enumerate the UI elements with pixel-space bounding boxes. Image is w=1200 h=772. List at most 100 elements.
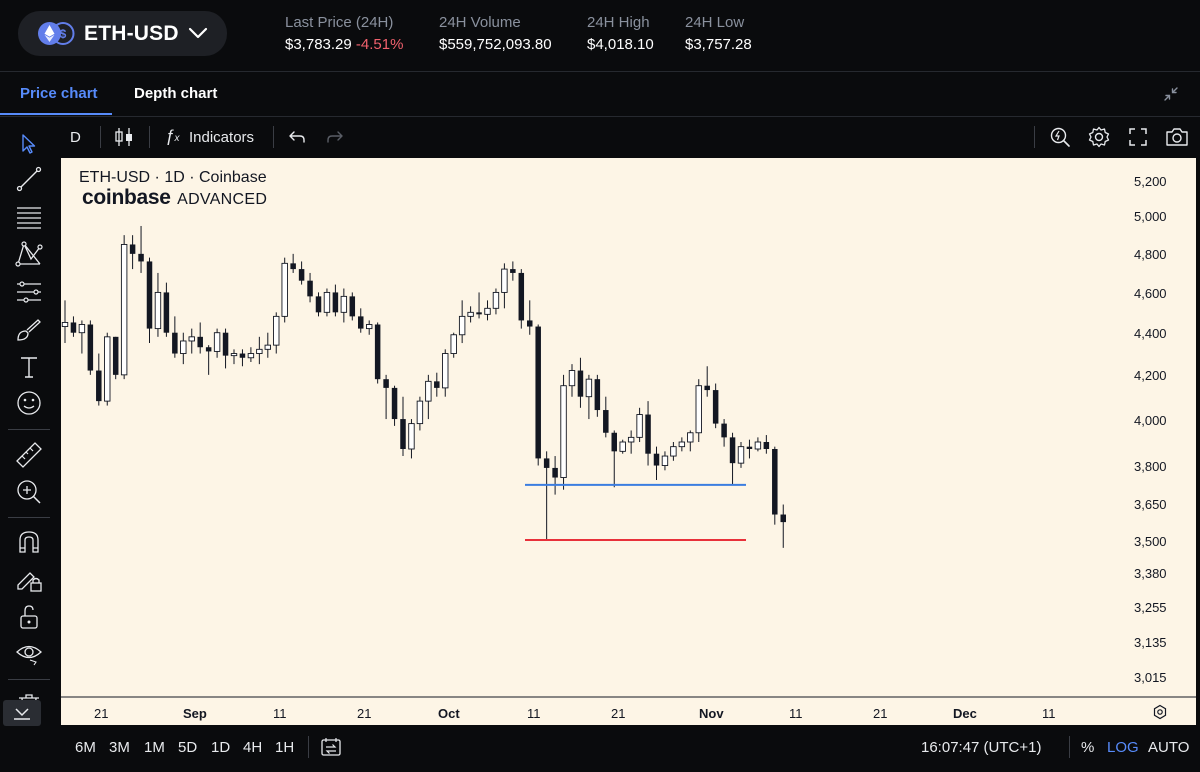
stat-24h-low: 24H Low $3,757.28 bbox=[685, 14, 752, 53]
timeframe-6m[interactable]: 6M bbox=[75, 739, 96, 756]
candle-body bbox=[695, 385, 702, 434]
candle bbox=[213, 328, 221, 358]
candle bbox=[323, 288, 331, 317]
zoom-in-icon[interactable] bbox=[14, 477, 44, 507]
candle bbox=[780, 504, 786, 548]
fib-retracement-icon[interactable] bbox=[14, 202, 44, 232]
candle-body bbox=[213, 332, 221, 352]
candle-body bbox=[670, 446, 677, 457]
candle-body bbox=[138, 253, 144, 262]
candle bbox=[425, 374, 432, 420]
pattern-icon[interactable] bbox=[14, 239, 44, 269]
candle bbox=[653, 446, 660, 480]
fullscreen-icon[interactable] bbox=[1128, 127, 1148, 147]
header-divider bbox=[0, 71, 1200, 72]
clock-display[interactable]: 16:07:47 (UTC+1) bbox=[921, 739, 1042, 756]
timeframe-1d[interactable]: 1D bbox=[211, 739, 231, 756]
candle-body bbox=[661, 455, 669, 466]
camera-icon[interactable] bbox=[1165, 126, 1189, 148]
candle bbox=[611, 430, 617, 488]
timeframe-4h[interactable]: 4H bbox=[243, 739, 263, 756]
candle-body bbox=[746, 446, 753, 449]
candle-body bbox=[349, 296, 356, 317]
candle-body bbox=[374, 324, 381, 380]
ruler-icon[interactable] bbox=[14, 440, 44, 470]
candle bbox=[400, 396, 406, 457]
function-icon[interactable]: ƒx bbox=[165, 126, 180, 145]
candle-body bbox=[594, 379, 601, 411]
candle bbox=[391, 385, 398, 426]
candle-type-icon[interactable] bbox=[114, 126, 134, 148]
auto-scale-toggle[interactable]: AUTO bbox=[1148, 739, 1190, 756]
candle bbox=[298, 261, 305, 285]
candle-body bbox=[230, 353, 238, 357]
gear-icon[interactable] bbox=[1088, 126, 1110, 148]
candle-body bbox=[340, 295, 348, 313]
text-icon[interactable] bbox=[14, 352, 44, 382]
candle bbox=[358, 308, 364, 333]
candle-body bbox=[120, 244, 128, 376]
candle-body bbox=[560, 385, 567, 478]
chart-title: ETH-USD · 1D · Coinbase bbox=[79, 169, 267, 186]
interval-button[interactable]: D bbox=[70, 129, 81, 146]
candle-body bbox=[205, 347, 212, 352]
price-chart-canvas[interactable]: ETH-USD · 1D · Coinbase coinbase ADVANCE… bbox=[61, 158, 1196, 725]
y-tick-label: 3,015 bbox=[1134, 670, 1167, 685]
candle-body bbox=[754, 441, 762, 450]
candle bbox=[518, 269, 525, 329]
candle-body bbox=[501, 268, 508, 293]
cursor-icon[interactable] bbox=[14, 129, 44, 159]
scroll-down-icon[interactable] bbox=[3, 700, 41, 726]
magnet-icon[interactable] bbox=[14, 527, 44, 557]
timeframe-5d[interactable]: 5D bbox=[178, 739, 198, 756]
indicators-button[interactable]: Indicators bbox=[189, 129, 255, 146]
candle bbox=[70, 316, 77, 337]
stat-label: 24H High bbox=[587, 14, 650, 31]
unlock-icon[interactable] bbox=[14, 602, 44, 632]
candle bbox=[349, 292, 356, 321]
date-range-icon[interactable] bbox=[320, 737, 342, 757]
brush-icon[interactable] bbox=[14, 315, 44, 345]
redo-icon[interactable] bbox=[326, 129, 344, 145]
emoji-icon[interactable] bbox=[14, 388, 44, 418]
candle bbox=[138, 225, 144, 273]
stat-value: $4,018.10 bbox=[587, 36, 654, 53]
candlestick-chart[interactable] bbox=[61, 158, 1196, 725]
undo-icon[interactable] bbox=[288, 129, 306, 145]
lock-drawing-icon[interactable] bbox=[14, 565, 44, 595]
tab-depth-chart[interactable]: Depth chart bbox=[134, 85, 218, 102]
log-scale-toggle[interactable]: LOG bbox=[1107, 739, 1139, 756]
candle-body bbox=[281, 262, 288, 317]
candle bbox=[527, 300, 533, 335]
axis-settings-icon[interactable] bbox=[1152, 704, 1168, 720]
candle bbox=[247, 347, 255, 363]
candle-body bbox=[61, 322, 69, 327]
pair-selector-button[interactable]: $ ETH-USD bbox=[18, 11, 227, 56]
timeframe-1m[interactable]: 1M bbox=[144, 739, 165, 756]
eye-icon[interactable] bbox=[14, 638, 44, 668]
stat-last-price: Last Price (24H) $3,783.29 -4.51% bbox=[285, 14, 403, 53]
quick-search-icon[interactable] bbox=[1049, 126, 1071, 148]
timeframe-3m[interactable]: 3M bbox=[109, 739, 130, 756]
percent-scale-toggle[interactable]: % bbox=[1081, 739, 1095, 756]
y-tick-label: 3,380 bbox=[1134, 566, 1167, 581]
candle bbox=[230, 349, 238, 365]
collapse-icon[interactable] bbox=[1163, 86, 1179, 102]
y-tick-label: 3,800 bbox=[1134, 459, 1167, 474]
prediction-icon[interactable] bbox=[14, 277, 44, 307]
candle bbox=[87, 320, 94, 375]
candle bbox=[332, 284, 339, 317]
trend-line-icon[interactable] bbox=[14, 164, 44, 194]
stat-label: Last Price (24H) bbox=[285, 14, 394, 31]
candle bbox=[146, 257, 153, 344]
candle-body bbox=[78, 324, 86, 334]
candle-body bbox=[543, 458, 550, 468]
y-tick-label: 3,255 bbox=[1134, 600, 1167, 615]
candle-body bbox=[737, 446, 745, 464]
candle-body bbox=[458, 315, 466, 336]
candle-body bbox=[222, 332, 229, 356]
tab-price-chart[interactable]: Price chart bbox=[20, 85, 98, 102]
timeframe-1h[interactable]: 1H bbox=[275, 739, 295, 756]
bottom-separator bbox=[1069, 736, 1070, 758]
candle bbox=[721, 419, 727, 447]
